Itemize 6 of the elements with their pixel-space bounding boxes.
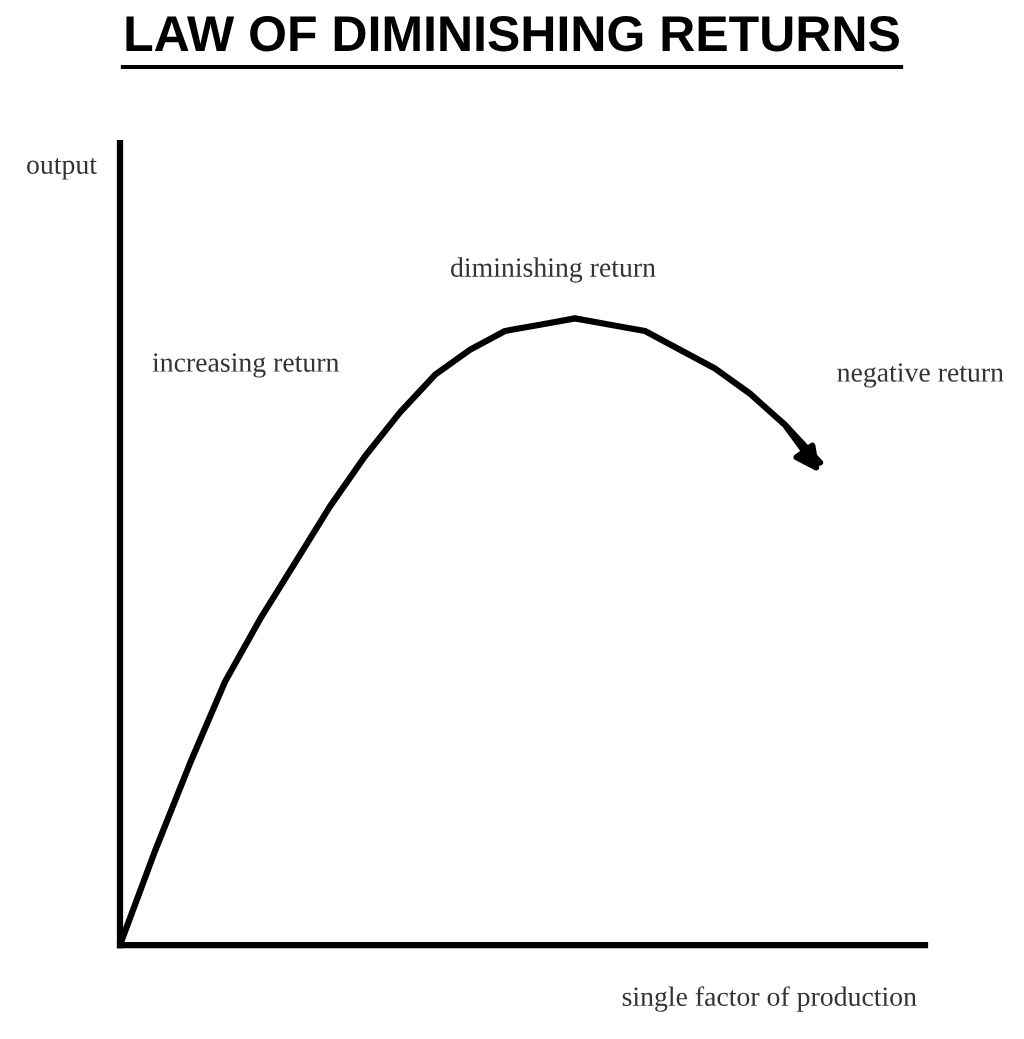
text: output — [27, 158, 97, 180]
x-axis-title: single factor of production — [622, 986, 917, 1012]
annotation: increasing return — [152, 353, 339, 378]
text: diminishing return — [451, 257, 656, 283]
chart-title: LAW OF DIMINISHING RETURNS — [126, 16, 899, 52]
annotation: negative return — [837, 363, 1004, 388]
